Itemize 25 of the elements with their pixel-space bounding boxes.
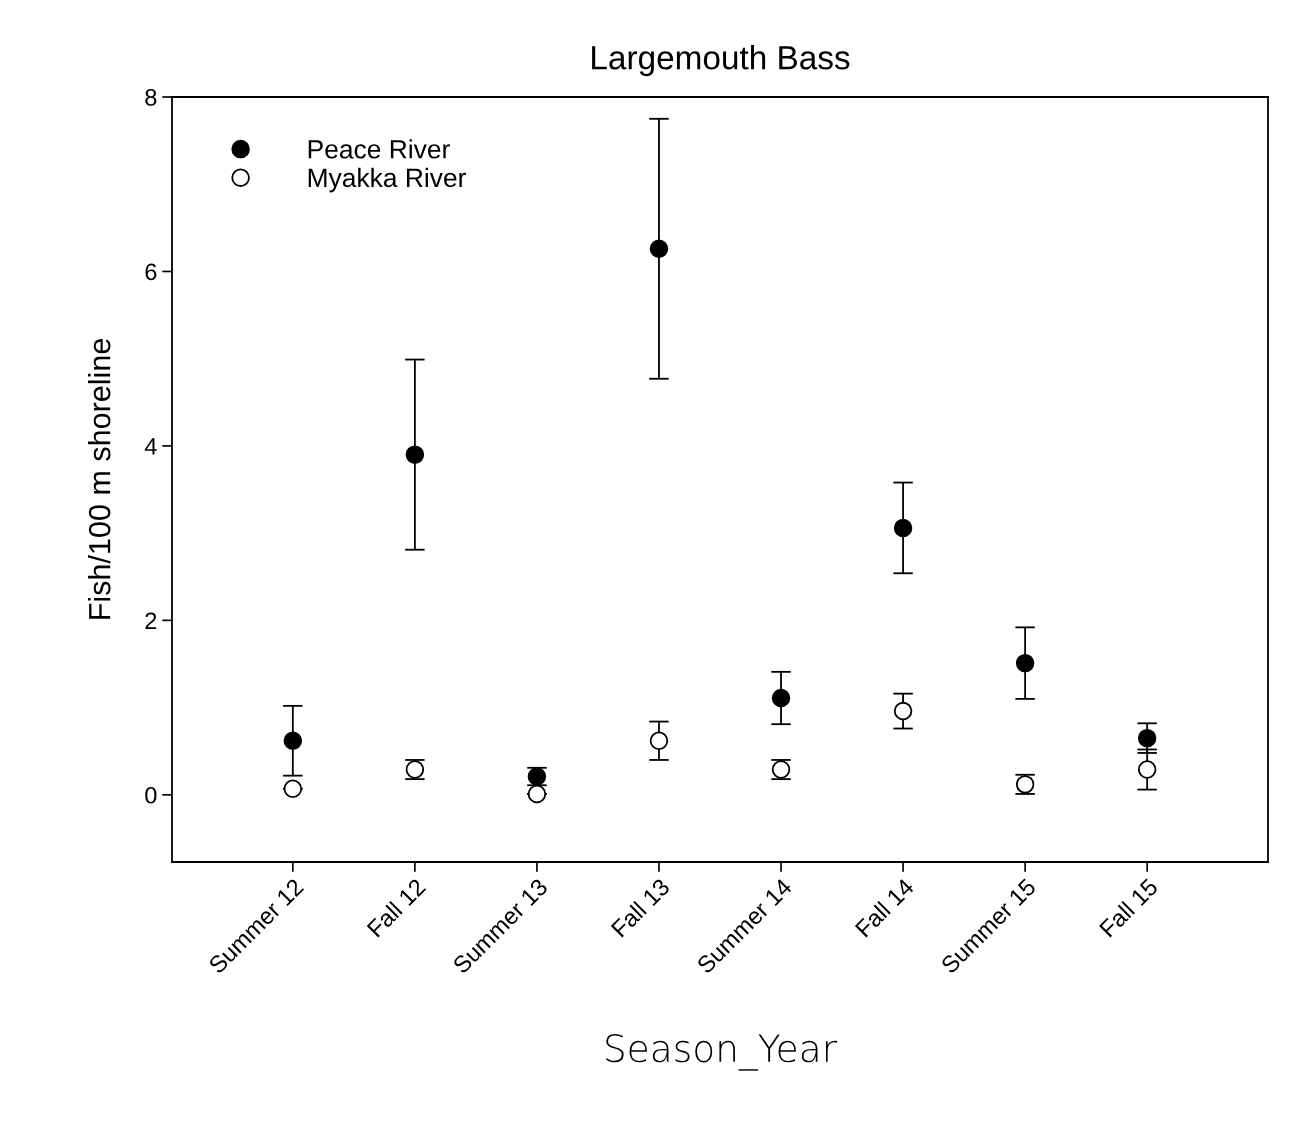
- x-tick-label: Fall 14: [854, 877, 915, 938]
- y-tick-label: 4: [144, 438, 157, 455]
- x-tick-label: Fall 15: [1098, 877, 1159, 938]
- legend-label: Peace River: [308, 139, 450, 159]
- x-axis-title: Season_Year: [606, 1033, 838, 1071]
- y-tick-label: 2: [145, 612, 157, 629]
- x-tick-label: Fall 13: [610, 877, 671, 938]
- x-tick-label: Fall 12: [366, 877, 427, 938]
- point: [893, 518, 913, 538]
- point: [527, 784, 547, 804]
- y-axis-title: Fish/100 m shoreline: [88, 339, 111, 619]
- point: [283, 779, 303, 798]
- point: [771, 688, 791, 708]
- legend-label: Myakka River: [308, 167, 466, 193]
- point: [1015, 653, 1035, 673]
- point: [649, 239, 669, 259]
- y-tick-label: 8: [145, 89, 157, 106]
- point: [649, 731, 669, 750]
- point: [405, 445, 425, 464]
- point: [283, 731, 303, 750]
- point: [893, 701, 913, 721]
- chart-title: Largemouth Bass: [592, 45, 850, 77]
- y-tick-label: 0: [145, 786, 157, 804]
- point: [1137, 760, 1157, 779]
- y-tick-label: 6: [145, 263, 157, 281]
